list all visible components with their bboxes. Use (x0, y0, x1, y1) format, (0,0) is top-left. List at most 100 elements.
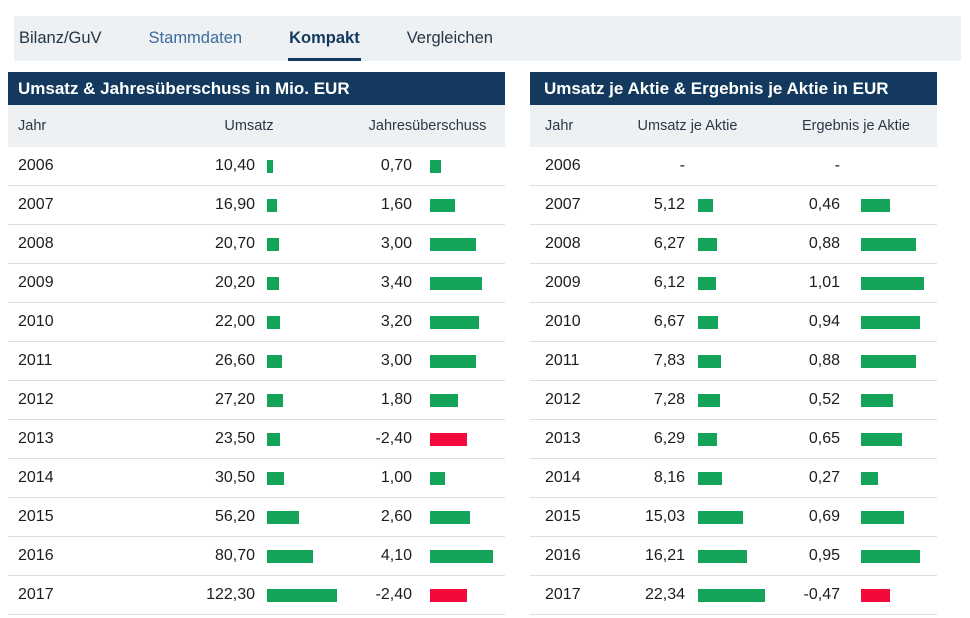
positive-value-bar (267, 588, 337, 602)
table-row: 2015 56,20 2,60 (8, 498, 505, 537)
positive-value-bar (698, 588, 765, 602)
positive-value-bar (861, 471, 878, 485)
table-row: 2006 - - (530, 147, 937, 186)
negative-value-bar (861, 588, 890, 602)
value-cell: 6,67 (653, 313, 685, 330)
value-bar-cell (255, 576, 350, 614)
value-cell: 23,50 (214, 430, 255, 447)
umsatz-jahresueberschuss-table: Umsatz & Jahresüberschuss in Mio. EUR Ja… (8, 72, 505, 615)
value-bar-cell (412, 498, 505, 536)
value-cell: 0,69 (808, 508, 840, 525)
table-row: 2010 6,67 0,94 (530, 303, 937, 342)
tab-stammdaten[interactable]: Stammdaten (148, 16, 244, 61)
positive-value-bar (430, 237, 476, 251)
year-cell: 2006 (545, 157, 581, 174)
year-cell: 2010 (545, 313, 581, 330)
positive-value-bar (267, 276, 279, 290)
value-cell: 56,20 (214, 508, 255, 525)
positive-value-bar (267, 354, 282, 368)
value-bar-cell (685, 186, 775, 224)
value-bar-cell (412, 342, 505, 380)
table-row: 2008 6,27 0,88 (530, 225, 937, 264)
positive-value-bar (861, 432, 902, 446)
year-cell: 2008 (18, 235, 54, 252)
positive-value-bar (698, 276, 716, 290)
value-bar-cell (840, 576, 937, 614)
value-cell: 0,52 (808, 391, 840, 408)
value-cell: 3,20 (380, 313, 412, 330)
positive-value-bar (267, 393, 283, 407)
value-cell: 1,01 (808, 274, 840, 291)
positive-value-bar (430, 159, 441, 173)
value-cell: 15,03 (644, 508, 685, 525)
tab-kompakt[interactable]: Kompakt (288, 16, 361, 61)
value-bar-cell (255, 303, 350, 341)
positive-value-bar (861, 549, 920, 563)
value-cell: 6,29 (653, 430, 685, 447)
value-bar-cell (685, 420, 775, 458)
table-title: Umsatz & Jahresüberschuss in Mio. EUR (8, 72, 505, 105)
value-bar-cell (412, 537, 505, 575)
year-cell: 2011 (545, 352, 580, 369)
value-cell: 26,60 (214, 352, 255, 369)
value-bar-cell (255, 537, 350, 575)
positive-value-bar (267, 510, 299, 524)
value-cell: 27,20 (214, 391, 255, 408)
value-bar-cell (685, 303, 775, 341)
value-cell: 1,60 (380, 196, 412, 213)
table-row: 2009 20,20 3,40 (8, 264, 505, 303)
year-cell: 2013 (18, 430, 54, 447)
value-bar-cell (840, 420, 937, 458)
value-bar-cell (840, 264, 937, 302)
value-bar-cell (255, 420, 350, 458)
value-bar-cell (412, 420, 505, 458)
value-bar-cell (255, 147, 350, 185)
value-bar-cell (412, 186, 505, 224)
value-bar-cell (840, 225, 937, 263)
value-cell: 8,16 (653, 469, 685, 486)
table-row: 2017 22,34 -0,47 (530, 576, 937, 615)
value-bar-cell (255, 342, 350, 380)
year-cell: 2015 (18, 508, 54, 525)
value-bar-cell (412, 225, 505, 263)
value-bar-cell (685, 381, 775, 419)
year-cell: 2009 (18, 274, 54, 291)
table-body: 2006 10,40 0,70 2007 16,90 1,60 2008 20,70 3,00 2… (8, 147, 505, 615)
value-bar-cell (685, 342, 775, 380)
positive-value-bar (698, 393, 720, 407)
value-cell: 0,46 (808, 196, 840, 213)
table-row: 2012 7,28 0,52 (530, 381, 937, 420)
positive-value-bar (267, 471, 284, 485)
table-row: 2009 6,12 1,01 (530, 264, 937, 303)
value-cell: 20,20 (214, 274, 255, 291)
positive-value-bar (267, 198, 277, 212)
table-row: 2010 22,00 3,20 (8, 303, 505, 342)
value-cell: 80,70 (214, 547, 255, 564)
positive-value-bar (430, 471, 445, 485)
tab-bilanz-guv[interactable]: Bilanz/GuV (18, 16, 103, 61)
value-bar-cell (840, 303, 937, 341)
value-cell: 0,70 (380, 157, 412, 174)
year-cell: 2017 (18, 586, 54, 603)
table-row: 2011 26,60 3,00 (8, 342, 505, 381)
tab-vergleichen[interactable]: Vergleichen (406, 16, 494, 61)
value-bar-cell (255, 225, 350, 263)
value-cell: 6,27 (653, 235, 685, 252)
positive-value-bar (430, 315, 479, 329)
year-cell: 2013 (545, 430, 581, 447)
table-row: 2014 8,16 0,27 (530, 459, 937, 498)
value-bar-cell (255, 498, 350, 536)
value-bar-cell (255, 186, 350, 224)
value-bar-cell (255, 459, 350, 497)
table-row: 2006 10,40 0,70 (8, 147, 505, 186)
positive-value-bar (430, 393, 458, 407)
column-header-umsatz-je-aktie: Umsatz je Aktie (637, 118, 738, 134)
table-row: 2014 30,50 1,00 (8, 459, 505, 498)
table-row: 2017 122,30 -2,40 (8, 576, 505, 615)
value-cell: 3,00 (380, 352, 412, 369)
year-cell: 2006 (18, 157, 54, 174)
column-header-ergebnis-je-aktie: Ergebnis je Aktie (801, 118, 910, 134)
value-cell: 5,12 (653, 196, 685, 213)
table-row: 2013 6,29 0,65 (530, 420, 937, 459)
year-cell: 2008 (545, 235, 581, 252)
